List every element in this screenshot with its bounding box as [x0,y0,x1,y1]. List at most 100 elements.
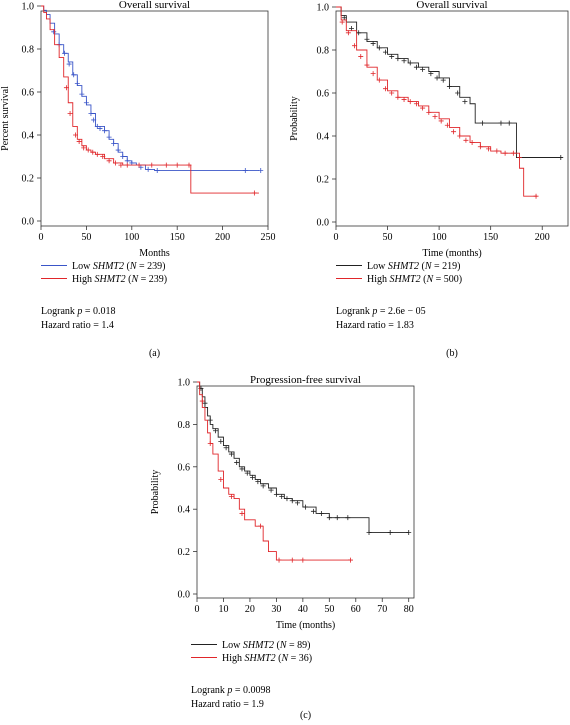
legend-text-part: = 239) [138,274,167,285]
y-tick-label: 0.0 [178,590,191,601]
legend-text-part: High [367,274,390,285]
censor-mark [446,84,452,90]
censor-mark [118,162,124,168]
x-axis-label: Time (months) [422,248,481,259]
censor-mark [91,117,97,123]
censor-mark [506,120,512,126]
censor-mark [228,493,234,499]
x-tick-label: 70 [377,604,387,615]
legend-text-part: ( [419,261,426,272]
legend-entry: High SHMT2 (N = 239) [72,274,167,285]
censor-mark [112,160,118,166]
censor-mark [63,85,69,91]
legend-text-part: Low [222,640,243,651]
censor-mark [494,148,500,154]
series-0 [336,6,564,160]
series-0 [41,5,264,173]
censor-mark [451,129,457,135]
censor-mark [382,86,388,92]
censor-mark [339,19,345,25]
censor-mark [154,167,160,173]
censor-mark [276,557,282,563]
series-1 [336,6,539,199]
censor-mark [124,162,130,168]
censor-mark [457,133,463,139]
chart-title: Progression-free survival [250,374,361,386]
y-tick-label: 0.4 [178,505,191,516]
legend-text-part: High [72,274,95,285]
censor-mark [428,71,434,77]
censor-mark [479,120,485,126]
censor-mark [268,487,274,493]
censor-mark [258,523,264,529]
legend-text-part: = 36) [288,653,312,664]
censor-mark [440,77,446,83]
censor-mark [136,162,142,168]
y-tick-label: 0.4 [22,131,35,142]
p-value: = 0.0098 [232,685,270,696]
p-symbol: p [226,685,232,696]
y-tick-label: 0.6 [317,89,330,100]
censor-mark [413,101,419,107]
censor-mark [300,557,306,563]
censor-mark [289,498,295,504]
survival-curve [336,6,563,158]
censor-mark [510,150,516,156]
censor-mark [289,557,295,563]
series-1 [41,5,259,196]
censor-mark [558,155,564,160]
legend-text-part: ( [124,261,131,272]
censor-mark [370,41,376,47]
legend-entry: Low SHMT2 (N = 89) [222,640,310,651]
censor-mark [438,118,444,124]
x-axis-label: Time (months) [276,620,335,631]
censor-mark [71,72,77,78]
legend-text-part: ( [276,653,283,664]
censor-mark [251,190,257,196]
p-symbol: p [76,306,82,317]
legend-text-part: N [129,261,138,272]
censor-mark [352,43,358,49]
x-tick-label: 80 [404,604,414,615]
y-tick-label: 1.0 [178,378,191,389]
x-tick-label: 20 [245,604,255,615]
censor-mark [174,162,180,168]
censor-mark [90,149,96,155]
censor-mark [370,71,376,77]
censor-mark [426,109,432,115]
censor-mark [432,114,438,120]
censor-mark [255,479,261,485]
censor-mark [341,15,347,21]
censor-mark [334,515,340,521]
plot-frame [335,10,569,227]
censor-mark [387,530,393,536]
y-axis-label: Probability [150,470,161,514]
x-tick-label: 50 [383,232,393,243]
y-tick-label: 0.2 [178,547,191,558]
x-tick-label: 100 [432,232,447,243]
censor-mark [85,147,91,153]
censor-mark [242,167,248,173]
legend-text-part: = 219) [431,261,460,272]
censor-mark [395,94,401,100]
plot-frame [196,385,415,599]
censor-mark [303,504,308,510]
censor-mark [517,155,523,160]
censor-mark [83,100,89,106]
x-tick-label: 250 [261,232,276,243]
censor-mark [115,147,121,153]
censor-mark [502,150,508,156]
censor-mark [76,138,82,144]
censor-mark [533,193,539,199]
y-tick-label: 0.8 [317,46,330,57]
censor-mark [318,510,324,516]
hazard-ratio: Hazard ratio = 1.4 [41,320,114,331]
censor-mark [463,137,469,143]
censor-mark [326,515,332,521]
censor-mark [376,45,382,51]
legend-text-part: = 89) [286,640,310,651]
legend-text-part: SHMT2 [95,274,126,285]
chart-title: Overall survival [416,0,487,11]
y-axis-label: Percent survival [0,86,11,151]
